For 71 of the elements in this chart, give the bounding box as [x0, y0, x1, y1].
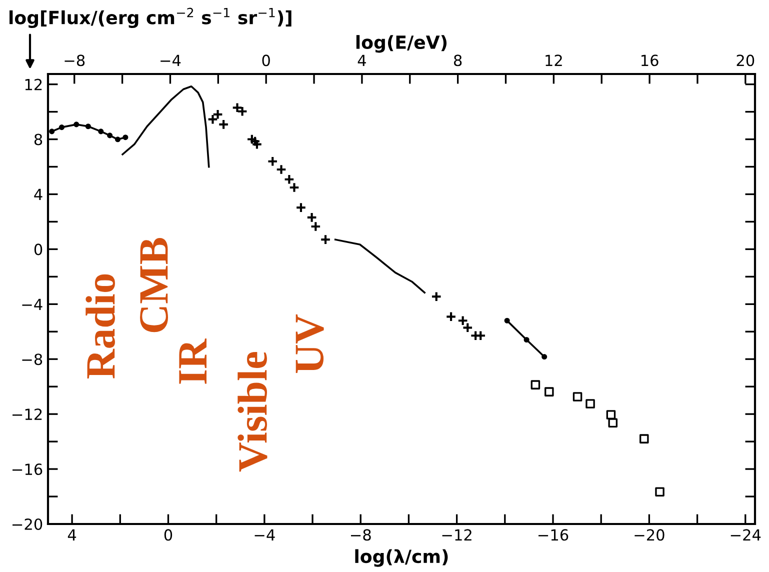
- point: [246, 134, 258, 145]
- point: [284, 174, 295, 185]
- point: [530, 380, 540, 390]
- point: [586, 399, 595, 408]
- y-tick-label: −8: [22, 354, 42, 366]
- x-tick-label: −8: [350, 529, 371, 541]
- x2-tick-label: 20: [736, 54, 754, 66]
- point: [430, 291, 442, 302]
- point: [49, 128, 55, 134]
- x2-tick-label: 16: [642, 54, 658, 66]
- point: [524, 336, 530, 343]
- point: [85, 124, 91, 130]
- point: [457, 315, 468, 326]
- y-axis-title: log[Flux/(erg cm$^{−2}$ s$^{−1}$ sr$^{−1}$)]: [10, 8, 292, 28]
- point: [306, 212, 318, 223]
- point: [462, 322, 474, 334]
- point: [107, 132, 113, 138]
- x2-tick-label: 8: [454, 54, 462, 66]
- point: [446, 311, 456, 322]
- line-series: [122, 85, 210, 168]
- x-tick-label: −16: [538, 529, 568, 541]
- point: [320, 234, 331, 246]
- point: [542, 354, 548, 360]
- y-tick-label: 0: [34, 244, 42, 256]
- x2-tick-label: 0: [262, 54, 270, 66]
- point: [544, 387, 554, 396]
- point: [122, 134, 128, 140]
- point: [475, 330, 486, 342]
- y-tick-label: −12: [12, 408, 42, 420]
- point: [655, 487, 664, 496]
- point: [288, 182, 300, 193]
- x-axis-title: log(λ/cm): [355, 549, 448, 567]
- point: [252, 138, 262, 150]
- x2-tick-label: 12: [546, 54, 562, 66]
- point: [232, 102, 243, 114]
- y-tick-label: 8: [34, 134, 42, 146]
- point: [572, 392, 582, 402]
- annotation: CMB: [140, 238, 168, 332]
- x2-tick-label: 4: [358, 54, 366, 66]
- point: [218, 118, 229, 130]
- point: [267, 156, 278, 167]
- point: [608, 418, 618, 428]
- point: [296, 202, 306, 213]
- x2-tick-label: −4: [160, 54, 181, 66]
- point: [276, 164, 287, 175]
- x2-tick-label: −8: [64, 54, 85, 66]
- annotation: Visible: [238, 352, 268, 472]
- y-tick-label: −4: [22, 298, 42, 310]
- point: [58, 124, 64, 130]
- y-tick-label: 12: [25, 78, 42, 90]
- annotation: Radio: [86, 274, 115, 379]
- x2-axis-title: log(E/eV): [356, 35, 447, 53]
- point: [98, 128, 104, 134]
- annotation: UV: [296, 314, 324, 374]
- point: [640, 434, 649, 444]
- y-tick-label: −16: [12, 464, 42, 476]
- x-tick-label: −24: [730, 529, 761, 540]
- point: [236, 106, 248, 117]
- point: [74, 122, 80, 128]
- point: [504, 318, 510, 324]
- x-tick-label: −12: [442, 529, 472, 540]
- point: [310, 221, 322, 232]
- annotation: IR: [179, 338, 206, 384]
- y-tick-label: 4: [34, 188, 42, 200]
- x-tick-label: 0: [164, 529, 172, 541]
- point: [114, 136, 121, 142]
- x-tick-label: −20: [634, 529, 664, 541]
- x-tick-label: −4: [254, 529, 275, 540]
- x-tick-label: 4: [68, 529, 76, 540]
- y-tick-label: −20: [12, 518, 42, 530]
- line-series: [334, 238, 426, 294]
